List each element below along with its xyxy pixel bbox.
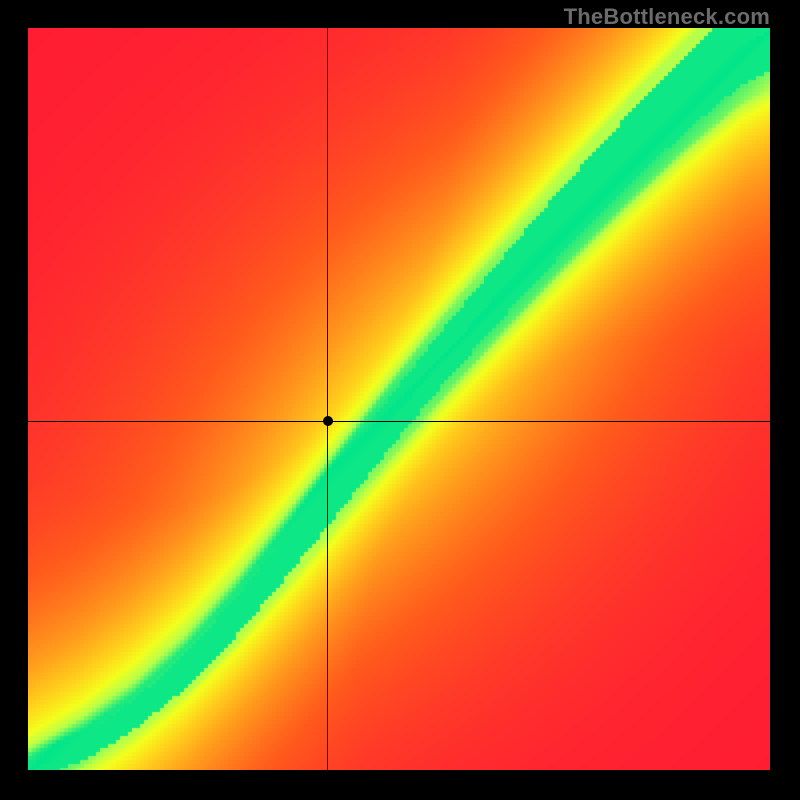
heatmap-plot bbox=[28, 28, 770, 770]
watermark-text: TheBottleneck.com bbox=[564, 4, 770, 30]
marker-point bbox=[323, 416, 333, 426]
crosshair-horizontal bbox=[28, 421, 770, 422]
crosshair-vertical bbox=[327, 28, 328, 770]
